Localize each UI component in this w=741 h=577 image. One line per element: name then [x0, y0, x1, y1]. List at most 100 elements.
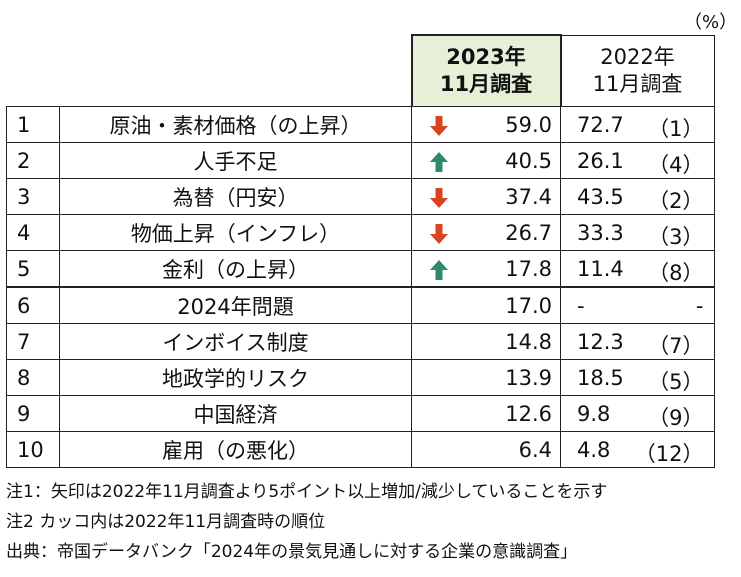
header-2023-line1: 2023年 [446, 45, 526, 69]
value-2023-cell: 17.0 [411, 286, 561, 324]
value-2023: 17.8 [505, 257, 552, 281]
value-2022: 12.3 [577, 330, 624, 354]
header-2022-line1: 2022年 [600, 44, 675, 69]
value-2022-cell: 26.1 （4） [560, 142, 715, 179]
value-2023-cell: 37.4 [411, 178, 561, 215]
note-parenthesis-meaning: 注2 カッコ内は2022年11月調査時の順位 [6, 512, 326, 532]
header-row: 2023年 11月調査 2022年 11月調査 [7, 34, 715, 107]
header-2023-line2: 11月調査 [439, 72, 533, 96]
value-2023-cell: 14.8 [411, 323, 561, 360]
value-2023: 17.0 [505, 294, 552, 318]
rank-2022: （3） [648, 225, 704, 249]
rank-cell: 5 [6, 250, 60, 288]
item-cell: 物価上昇（インフレ） [59, 214, 412, 251]
table-row: 3 為替（円安） 37.4 43.5 （2） [6, 178, 715, 215]
item-cell: 雇用（の悪化） [59, 431, 412, 468]
value-2023: 6.4 [518, 438, 552, 462]
rank-cell: 1 [6, 106, 60, 143]
arrow-down-icon [430, 188, 448, 208]
concern-ranking-table: 2023年 11月調査 2022年 11月調査 1 原油・素材価格（の上昇） 59.… [6, 34, 715, 468]
rank-2022: （9） [648, 406, 704, 430]
value-2023-cell: 59.0 [411, 106, 561, 143]
notes: 注1：矢印は2022年11月調査より5ポイント以上増加/減少していることを示す … [6, 477, 607, 567]
rank-2022: （2） [648, 189, 704, 213]
value-2023: 37.4 [505, 185, 552, 209]
rank-cell: 8 [6, 359, 60, 396]
value-2023: 14.8 [505, 330, 552, 354]
item-cell: 中国経済 [59, 395, 412, 432]
table-row: 4 物価上昇（インフレ） 26.7 33.3 （3） [6, 214, 715, 251]
table-row: 9 中国経済 12.6 9.8 （9） [6, 395, 715, 432]
value-2022: 4.8 [577, 438, 611, 462]
value-2022: 26.1 [577, 149, 624, 173]
value-2022: - [577, 294, 585, 318]
item-cell: 為替（円安） [59, 178, 412, 215]
value-2022: 33.3 [577, 221, 624, 245]
rank-2022: （4） [648, 153, 704, 177]
value-2023-cell: 17.8 [411, 250, 561, 288]
header-blank-item [60, 35, 412, 107]
item-cell: 原油・素材価格（の上昇） [59, 106, 412, 143]
rank-cell: 2 [6, 142, 60, 179]
table-row: 2 人手不足 40.5 26.1 （4） [6, 142, 715, 179]
header-blank-rank [7, 35, 60, 107]
table-row: 1 原油・素材価格（の上昇） 59.0 72.7 （1） [6, 106, 715, 143]
arrow-down-icon [430, 224, 448, 244]
value-2022-cell: 12.3 （7） [560, 323, 715, 360]
rank-cell: 10 [6, 431, 60, 468]
value-2022-cell: 11.4 （8） [560, 250, 715, 288]
value-2022-cell: 72.7 （1） [560, 106, 715, 143]
header-2023: 2023年 11月調査 [410, 34, 562, 107]
rank-cell: 7 [6, 323, 60, 360]
rank-cell: 3 [6, 178, 60, 215]
value-2022: 43.5 [577, 185, 624, 209]
arrow-up-icon [430, 260, 448, 280]
table-row: 7 インボイス制度 14.8 12.3 （7） [6, 323, 715, 360]
value-2023-cell: 26.7 [411, 214, 561, 251]
value-2023: 40.5 [505, 149, 552, 173]
table-row: 8 地政学的リスク 13.9 18.5 （5） [6, 359, 715, 396]
rank-cell: 6 [6, 286, 60, 324]
table-row: 5 金利（の上昇） 17.8 11.4 （8） [6, 250, 715, 288]
value-2023: 13.9 [505, 366, 552, 390]
value-2022-cell: 43.5 （2） [560, 178, 715, 215]
value-2022-cell: 18.5 （5） [560, 359, 715, 396]
value-2022: 9.8 [577, 402, 611, 426]
rank-2022: （7） [648, 334, 704, 358]
value-2022: 11.4 [577, 257, 624, 281]
item-cell: 地政学的リスク [59, 359, 412, 396]
table-body: 1 原油・素材価格（の上昇） 59.0 72.7 （1） 2 人手不足 40.5 26.1 （4）… [6, 106, 715, 468]
value-2023-cell: 13.9 [411, 359, 561, 396]
rank-2022: （8） [648, 261, 704, 285]
value-2023-cell: 40.5 [411, 142, 561, 179]
value-2023-cell: 6.4 [411, 431, 561, 468]
rank-cell: 9 [6, 395, 60, 432]
table-row: 6 2024年問題 17.0- - [6, 286, 715, 324]
source-citation: 出典：帝国データバンク「2024年の景気見通しに対する企業の意識調査」 [6, 542, 578, 562]
arrow-down-icon [430, 116, 448, 136]
rank-2022: （1） [648, 117, 704, 141]
item-cell: 2024年問題 [59, 286, 412, 324]
item-cell: 金利（の上昇） [59, 250, 412, 288]
value-2022-cell: 4.8 （12） [560, 431, 715, 468]
rank-2022: （12） [634, 442, 704, 466]
header-2022-line2: 11月調査 [592, 71, 683, 96]
rank-cell: 4 [6, 214, 60, 251]
note-arrow-meaning: 注1：矢印は2022年11月調査より5ポイント以上増加/減少していることを示す [6, 482, 608, 502]
value-2023: 59.0 [505, 113, 552, 137]
value-2023: 12.6 [505, 402, 552, 426]
rank-2022: （5） [648, 370, 704, 394]
table-row: 10 雇用（の悪化） 6.4 4.8 （12） [6, 431, 715, 468]
rank-2022: - [695, 294, 704, 318]
item-cell: インボイス制度 [59, 323, 412, 360]
item-cell: 人手不足 [59, 142, 412, 179]
value-2022-cell: 9.8 （9） [560, 395, 715, 432]
value-2022-cell: -- [560, 286, 715, 324]
value-2022: 72.7 [577, 113, 624, 137]
value-2023-cell: 12.6 [411, 395, 561, 432]
value-2022: 18.5 [577, 366, 624, 390]
value-2023: 26.7 [505, 221, 552, 245]
header-2022: 2022年 11月調査 [560, 34, 715, 107]
unit-label: （%） [684, 12, 738, 33]
arrow-up-icon [430, 152, 448, 172]
